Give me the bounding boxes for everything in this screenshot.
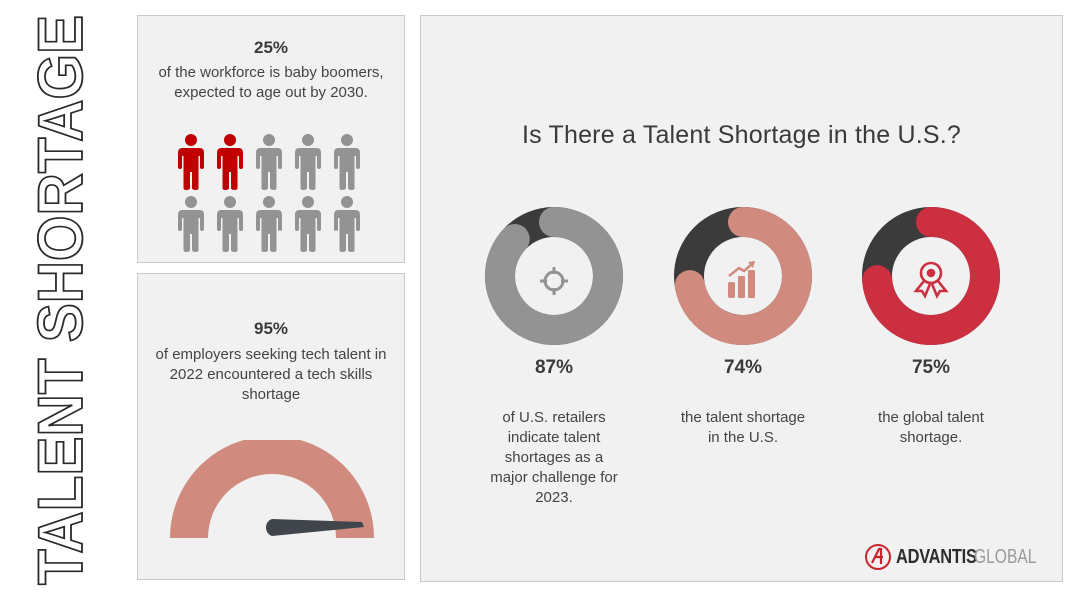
workforce-panel: 25% of the workforce is baby boomers, ex… <box>137 15 405 263</box>
person-icon <box>176 134 206 190</box>
tech-description: of employers seeking tech talent in 2022… <box>155 346 387 403</box>
award-ribbon-icon <box>913 261 949 299</box>
logo-mark-icon <box>864 544 891 570</box>
workforce-stat: 25% <box>253 38 289 57</box>
donut-75 <box>862 207 1000 345</box>
stat-value: 75% <box>911 357 951 378</box>
growth-chart-icon <box>728 261 755 298</box>
stat-caption: the talent shortage in the U.S. <box>680 409 806 446</box>
donut-87 <box>485 207 623 345</box>
gauge-arc <box>170 440 374 538</box>
person-icon <box>215 134 245 190</box>
side-title: TALENT SHORTAGE <box>0 0 100 600</box>
person-icon <box>254 196 284 252</box>
person-icon <box>254 134 284 190</box>
workforce-description: of the workforce is baby boomers, expect… <box>158 64 384 101</box>
logo-brand: ADVANTIS <box>895 545 977 568</box>
logo-suffix: GLOBAL <box>973 545 1037 568</box>
person-icon <box>293 134 323 190</box>
tech-stat: 95% <box>253 319 289 338</box>
main-panel: Is There a Talent Shortage in the U.S.? … <box>420 15 1063 582</box>
svg-text:TALENT SHORTAGE: TALENT SHORTAGE <box>26 15 96 585</box>
person-icon <box>332 134 362 190</box>
person-icon <box>215 196 245 252</box>
donut-74 <box>674 207 812 345</box>
stat-caption: of U.S. retailers indicate talent shorta… <box>490 409 618 506</box>
person-icon <box>293 196 323 252</box>
page-title: Is There a Talent Shortage in the U.S.? <box>521 121 962 149</box>
stat-caption: the global talent shortage. <box>878 409 984 446</box>
gauge-needle-icon <box>265 519 364 536</box>
stat-value: 74% <box>723 357 763 378</box>
person-icon <box>332 196 362 252</box>
gauge-chart <box>170 440 374 538</box>
person-icon <box>176 196 206 252</box>
stat-value: 87% <box>534 357 574 378</box>
tech-panel: 95% of employers seeking tech talent in … <box>137 273 405 580</box>
advantis-logo: ADVANTIS GLOBAL <box>864 543 1054 571</box>
target-icon <box>540 267 568 295</box>
